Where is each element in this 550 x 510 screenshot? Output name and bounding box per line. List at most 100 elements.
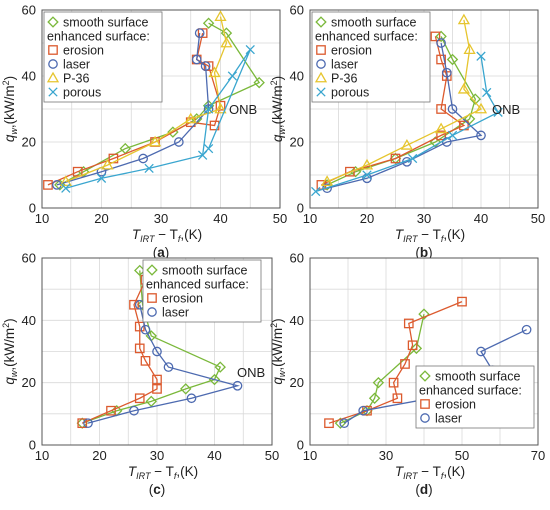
legend-label: porous	[63, 86, 101, 100]
data-point	[203, 104, 214, 114]
panel-label: (c)	[149, 482, 166, 497]
y-tick-label: 20	[22, 135, 36, 150]
plot-frame	[41, 9, 281, 209]
data-point	[59, 175, 72, 187]
panel-label-letter: d	[420, 482, 428, 497]
legend-label: smooth surface	[63, 16, 149, 30]
x-axis-label-main: T	[132, 227, 142, 242]
data-point	[345, 166, 355, 177]
data-point	[441, 137, 452, 147]
data-point	[83, 418, 93, 429]
x-tick-label: 30	[154, 211, 168, 226]
legend-marker	[316, 87, 326, 97]
legend-label: erosion	[435, 398, 476, 412]
data-point	[61, 183, 71, 193]
series-laser	[83, 299, 243, 429]
y-axis-label-sup: 2	[1, 80, 11, 85]
y-axis-label-sup: 2	[1, 323, 11, 328]
x-axis-label: TIRT − Tf,(K)	[395, 227, 465, 244]
panel-label-text: (	[149, 482, 154, 497]
data-point	[435, 30, 447, 43]
onb-annotation: ONB	[237, 365, 265, 380]
data-point	[245, 44, 255, 55]
data-point	[436, 38, 446, 48]
data-point	[208, 373, 221, 386]
data-point	[476, 51, 486, 61]
panel-label: (d)	[415, 482, 432, 497]
data-point	[220, 36, 233, 48]
data-point	[180, 383, 192, 395]
series-line	[326, 42, 483, 189]
data-point	[400, 359, 410, 369]
legend-marker	[314, 71, 328, 83]
data-point	[446, 53, 459, 66]
data-point	[463, 113, 476, 125]
data-point	[349, 165, 362, 178]
legend-marker	[48, 87, 58, 97]
x-tick-label: 10	[303, 448, 317, 463]
legend-label: smooth surface	[331, 16, 417, 30]
data-point	[320, 175, 334, 187]
data-point	[368, 392, 381, 404]
data-point	[197, 28, 208, 38]
legend-box	[311, 11, 431, 103]
series-line	[65, 16, 228, 183]
data-point	[134, 393, 145, 404]
y-axis-label-close: )	[270, 76, 285, 81]
legend-marker	[48, 59, 58, 69]
data-point	[463, 43, 476, 54]
data-point	[194, 28, 205, 38]
y-tick-label: 0	[297, 201, 304, 216]
data-point	[148, 135, 162, 147]
legend-label: P-36	[331, 72, 357, 86]
series-erosion	[77, 274, 162, 429]
x-tick-label: 10	[303, 211, 317, 226]
y-tick-label: 0	[297, 438, 304, 453]
data-point	[436, 130, 446, 141]
y-axis-label: qw,(kW/m2)	[1, 76, 19, 142]
x-tick-label: 30	[379, 448, 393, 463]
data-point	[77, 418, 88, 429]
data-point	[430, 31, 441, 42]
x-axis-label-sub: IRT	[403, 234, 419, 244]
data-point	[232, 380, 243, 391]
data-point	[253, 76, 265, 89]
data-point	[457, 13, 471, 25]
x-axis-label-sub: f	[441, 471, 445, 481]
series-laser	[322, 38, 486, 194]
y-tick-label: 60	[290, 3, 304, 18]
panel-label-close: )	[161, 482, 166, 497]
legend-marker	[147, 307, 157, 317]
x-axis-label-sub: IRT	[136, 471, 152, 481]
legend-marker	[420, 413, 430, 423]
data-point	[372, 376, 385, 389]
x-axis-label-sub: f	[178, 234, 182, 244]
data-point	[407, 153, 418, 164]
legend-marker	[48, 45, 58, 55]
data-point	[214, 102, 227, 114]
data-point	[388, 377, 399, 388]
y-tick-label: 40	[290, 313, 304, 328]
legend-heading: enhanced surface:	[47, 30, 150, 44]
data-point	[334, 417, 347, 429]
x-tick-label: 50	[273, 211, 287, 226]
data-point	[152, 346, 162, 357]
onb-annotation: ONB	[492, 102, 520, 117]
data-point	[360, 158, 374, 170]
x-tick-label: 40	[213, 211, 227, 226]
legend-marker	[315, 16, 327, 28]
panel-label: (b)	[415, 245, 432, 260]
y-axis-label-unit: ,(kW/m	[2, 328, 17, 371]
data-point	[203, 143, 214, 154]
x-axis-label-unit: ,(K)	[443, 227, 465, 242]
data-point	[186, 393, 197, 404]
data-point	[214, 10, 227, 22]
y-axis-label-main: q	[2, 134, 17, 142]
data-point	[457, 296, 467, 307]
legend-marker	[147, 293, 157, 303]
data-point	[152, 374, 162, 385]
legend-label: laser	[63, 58, 90, 72]
